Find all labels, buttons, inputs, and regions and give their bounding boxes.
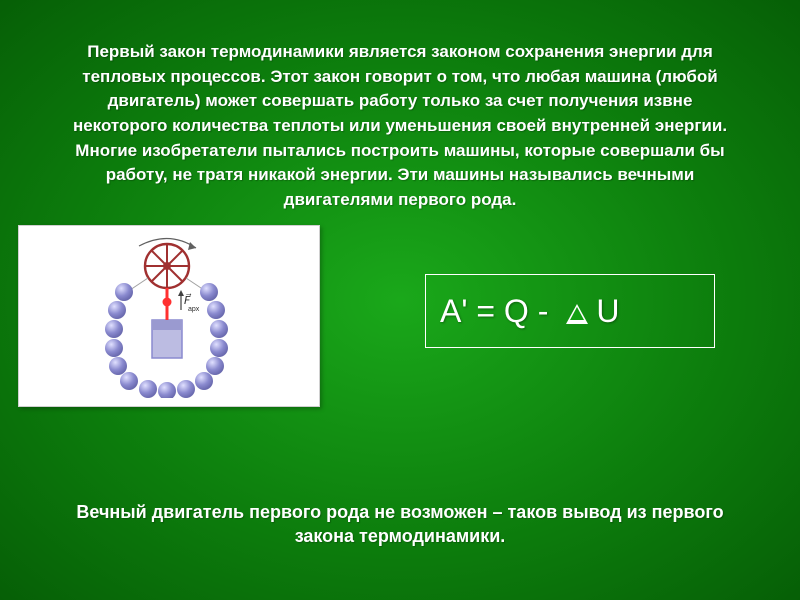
rotation-arrowhead [188, 242, 196, 250]
ball-chain-left [105, 283, 138, 390]
formula-after-delta: U [596, 293, 619, 330]
formula: A' = Q - U [440, 293, 619, 330]
piston-icon [152, 288, 182, 358]
formula-box: A' = Q - U [425, 274, 715, 348]
formula-prefix: A' = Q - [440, 293, 548, 330]
perpetual-motion-diagram: F⃗ арх [84, 232, 254, 398]
conclusion-paragraph: Вечный двигатель первого рода не возможе… [48, 500, 752, 549]
slide: Первый закон термодинамики является зако… [0, 0, 800, 600]
wheel-icon [145, 244, 189, 288]
delta-icon [566, 304, 588, 324]
force-label: F⃗ арх [178, 290, 200, 313]
diagram-svg: F⃗ арх [84, 232, 254, 398]
diagram-container: F⃗ арх [18, 225, 320, 407]
ball-chain-bottom [139, 380, 195, 398]
svg-text:арх: арх [188, 306, 200, 313]
intro-paragraph: Первый закон термодинамики является зако… [60, 40, 740, 212]
svg-text:F⃗: F⃗ [184, 293, 191, 307]
ball-chain-right [195, 283, 228, 390]
